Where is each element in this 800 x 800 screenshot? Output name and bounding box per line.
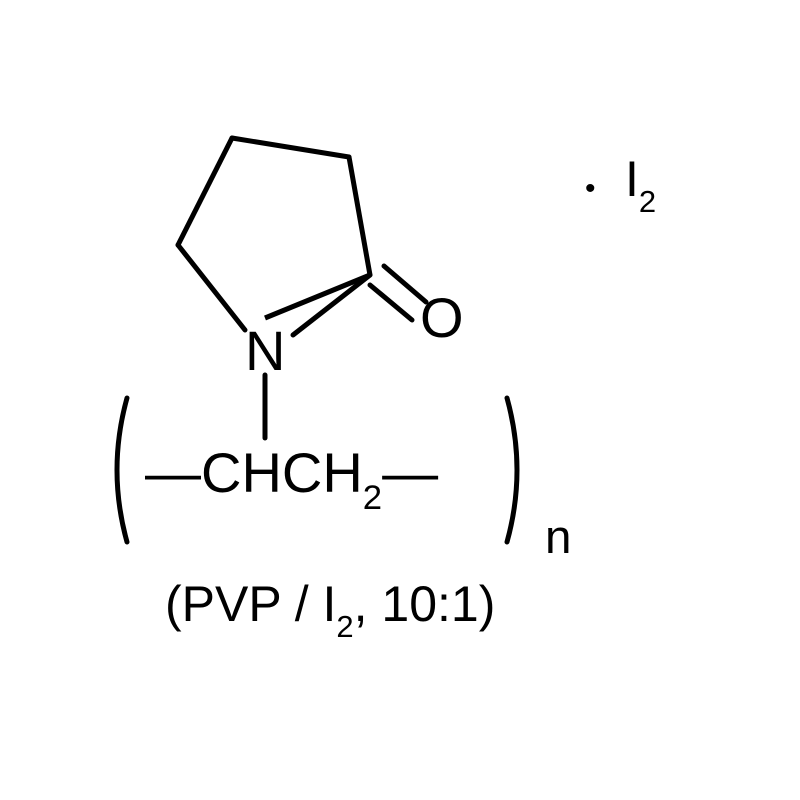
nitrogen-atom: N — [245, 318, 285, 383]
caption-close: , 10:1) — [354, 576, 496, 632]
repeat-unit-prefix: —CHCH — [145, 441, 363, 504]
ratio-caption: (PVP / I2, 10:1) — [165, 575, 495, 640]
complex-dot: • — [585, 172, 596, 206]
caption-open: (PVP / I — [165, 576, 336, 632]
structure-canvas: N O —CHCH2— n • I2 (PVP / I2, 10:1) — [0, 0, 800, 800]
bond-svg — [0, 0, 800, 800]
repeat-unit-tail: — — [382, 441, 438, 504]
iodine-sub: 2 — [639, 184, 656, 219]
repeat-unit-sub: 2 — [363, 479, 382, 517]
iodine-label: I2 — [625, 150, 656, 215]
caption-sub: 2 — [336, 609, 353, 644]
polymer-n-label: n — [545, 510, 571, 565]
oxygen-atom: O — [420, 285, 464, 350]
iodine-i: I — [625, 151, 639, 207]
repeat-unit-label: —CHCH2— — [145, 440, 438, 513]
